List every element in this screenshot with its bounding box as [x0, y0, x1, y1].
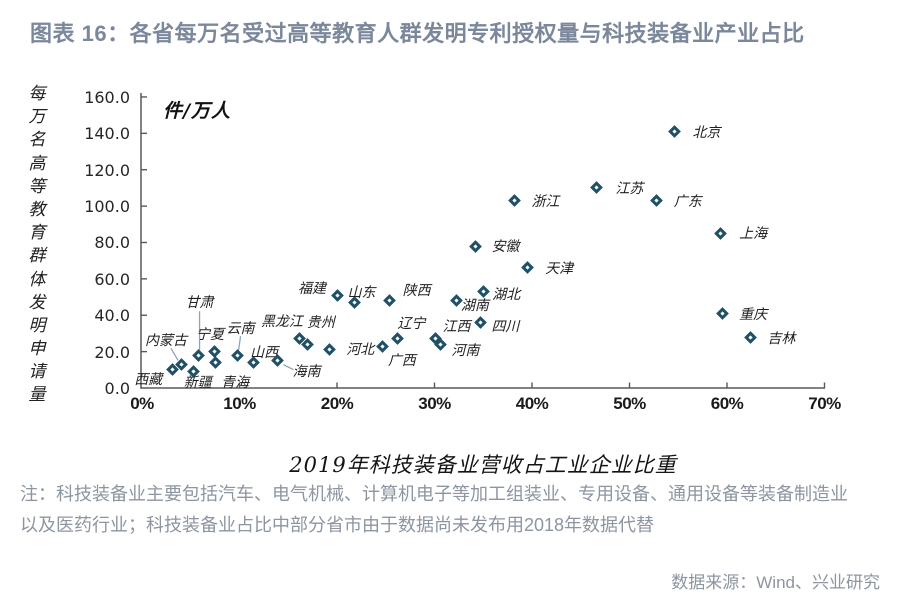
x-tick-label: 10% — [223, 394, 256, 413]
label-connector-line — [237, 336, 242, 351]
x-tick-label: 60% — [710, 394, 744, 413]
scatter-point-label: 江西 — [442, 318, 471, 335]
y-tick-label: 140.0 — [84, 124, 130, 144]
scatter-point-label: 云南 — [226, 321, 255, 338]
y-axis-title-char: 高 — [28, 153, 46, 174]
scatter-point-label: 陕西 — [402, 282, 431, 299]
x-tick-label: 30% — [418, 394, 451, 413]
scatter-point-label: 湖北 — [492, 286, 521, 303]
scatter-point-label: 贵州 — [306, 315, 335, 332]
y-tick-label: 0.0 — [104, 379, 130, 398]
y-axis-title-char: 群 — [28, 246, 46, 267]
footnote: 注：科技装备业主要包括汽车、电气机械、计算机电子等加工组装业、专用设备、通用设备… — [20, 479, 886, 541]
label-connector-line — [283, 364, 294, 371]
x-tick-label: 0% — [130, 394, 154, 413]
scatter-point-label: 辽宁 — [397, 315, 426, 332]
data-source: 数据来源：Wind、兴业研究 — [671, 573, 880, 592]
y-axis-title-char: 体 — [28, 269, 46, 290]
y-axis-title-char: 申 — [28, 339, 46, 360]
scatter-point-label: 山东 — [347, 284, 376, 301]
y-axis-title-char: 量 — [28, 385, 46, 406]
y-tick-label: 20.0 — [94, 342, 130, 362]
scatter-point-label: 重庆 — [739, 307, 768, 324]
scatter-point-label: 广东 — [673, 193, 702, 210]
x-tick-label: 40% — [515, 394, 549, 413]
y-tick-label: 100.0 — [84, 197, 130, 217]
y-tick-label: 60.0 — [94, 269, 130, 289]
y-axis-title-char: 发 — [28, 292, 46, 313]
y-axis-title-char: 万 — [28, 107, 46, 128]
scatter-point-label: 内蒙古 — [145, 333, 187, 350]
scatter-point-label: 安徽 — [491, 239, 520, 256]
scatter-point-label: 北京 — [692, 124, 721, 141]
y-axis-title-char: 每 — [28, 84, 46, 104]
scatter-point-label: 浙江 — [531, 193, 560, 210]
label-connector-line — [170, 348, 179, 361]
x-axis-title: 2019年科技装备业营收占工业企业比重 — [289, 453, 677, 477]
y-axis-title-char: 请 — [28, 362, 46, 383]
scatter-point-label: 广西 — [387, 353, 416, 370]
y-tick-label: 40.0 — [94, 306, 130, 326]
scatter-point-label: 上海 — [739, 226, 768, 243]
y-tick-label: 120.0 — [84, 160, 130, 180]
footnote-line-2: 以及医药行业；科技装备业占比中部分省市由于数据尚未发布用2018年数据代替 — [20, 515, 655, 535]
y-axis-title-char: 教 — [28, 199, 46, 220]
y-unit-label: 件/万人 — [163, 100, 231, 122]
scatter-point-label: 宁夏 — [196, 326, 225, 343]
scatter-point-label: 河北 — [346, 341, 375, 358]
scatter-point-label: 四川 — [491, 318, 520, 335]
chart-title: 图表 16：各省每万名受过高等教育人群发明专利授权量与科技装备业产业占比 — [30, 21, 805, 46]
y-axis-title-char: 育 — [28, 223, 46, 244]
y-axis-title-char: 明 — [28, 315, 46, 336]
scatter-point-label: 湖南 — [460, 297, 489, 314]
scatter-point-label: 海南 — [292, 363, 321, 380]
scatter-point-label: 江苏 — [615, 180, 644, 197]
scatter-point-label: 山西 — [250, 344, 279, 361]
x-tick-label: 50% — [613, 394, 646, 413]
y-tick-label: 80.0 — [94, 233, 130, 253]
scatter-point-label: 新疆 — [183, 374, 212, 391]
scatter-point-label: 天津 — [545, 260, 574, 277]
scatter-point-label: 吉林 — [767, 331, 796, 348]
scatter-point-label: 甘肃 — [185, 295, 214, 312]
scatter-point-label: 西藏 — [134, 371, 163, 388]
axis-lines — [140, 93, 826, 389]
y-axis-title-char: 名 — [28, 130, 46, 151]
scatter-point-label: 河南 — [451, 343, 480, 360]
x-tick-label: 20% — [320, 394, 354, 413]
y-axis-title-char: 等 — [28, 176, 46, 197]
y-axis-title: 每万名高等教育群体发明申请量 — [24, 83, 50, 408]
scatter-point-label: 黑龙江 — [260, 313, 303, 330]
y-tick-label: 160.0 — [84, 87, 130, 107]
label-connector-lines — [170, 311, 294, 371]
scatter-point-label: 青海 — [221, 374, 250, 391]
footnote-line-1: 注：科技装备业主要包括汽车、电气机械、计算机电子等加工组装业、专用设备、通用设备… — [20, 484, 848, 504]
x-tick-label: 70% — [808, 394, 841, 413]
scatter-point-label: 福建 — [297, 281, 326, 298]
